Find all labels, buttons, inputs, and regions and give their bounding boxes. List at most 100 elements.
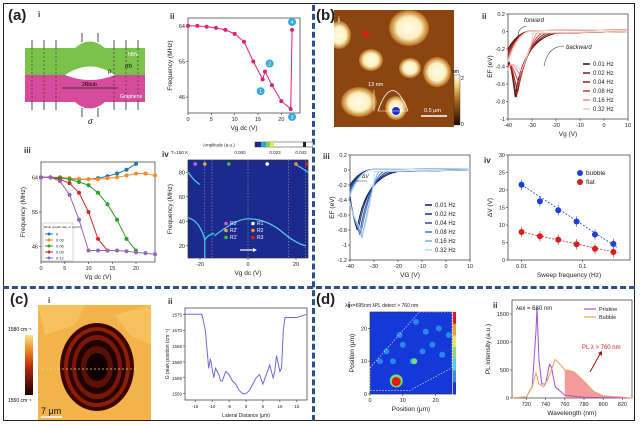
pl-spot	[399, 341, 406, 348]
legend-label: R3'	[230, 221, 237, 227]
sub-label-a-iv: iv	[162, 150, 169, 159]
legend-marker	[251, 228, 255, 233]
colorbar-min: 1550 cm⁻¹	[8, 398, 32, 404]
data-point	[115, 171, 119, 176]
panel-label-a: (a)	[8, 7, 27, 24]
colorbar-segment	[266, 142, 270, 147]
mode-marker	[193, 162, 197, 166]
colorbar-segment	[261, 142, 266, 147]
chart-a-iii: 0 5 10 15 20 46 55 64 Vg dc (V) Frequency (MHz) Rb…	[20, 161, 157, 280]
pl-spot	[376, 358, 383, 365]
y-tick-label: 15	[499, 206, 505, 212]
x-axis-label: Lateral Distance (μm)	[222, 413, 270, 419]
pl-annotation: PL λ > 760 nm	[582, 345, 621, 351]
y-tick-label: -1	[342, 243, 347, 249]
plot-area	[187, 17, 301, 114]
pl-spot	[389, 358, 396, 365]
colorbar-segment	[453, 358, 456, 372]
x-tick-label: 740	[541, 402, 550, 408]
data-point	[115, 175, 119, 180]
y-tick-label: 1500	[497, 312, 509, 318]
chart-b-iii: -40 -30 -20 -10 0 10 0.2 0 -0.2 -0.4 -0.6 -0.8 -1 -1.…	[329, 153, 473, 279]
colorbar-segment	[303, 142, 306, 147]
sub-label-c-ii: ii	[168, 297, 173, 306]
legend-label: R3	[257, 235, 264, 241]
data-point	[96, 177, 100, 182]
x-tick-label: 15	[109, 266, 115, 272]
x-tick-label: -30	[370, 264, 378, 270]
data-point	[270, 83, 274, 88]
data-point	[115, 248, 119, 253]
data-point	[124, 173, 129, 178]
data-point	[195, 23, 200, 28]
panel-label-b: (b)	[316, 7, 336, 24]
pl-spot	[422, 328, 429, 335]
mode-marker	[227, 162, 231, 166]
y-tick-label: -0.2	[338, 183, 347, 189]
legend-marker	[224, 221, 228, 226]
mode-marker	[265, 162, 269, 166]
x-tick-label: 5	[262, 404, 265, 409]
chart-a-ii: 0 5 10 15 20 46 55 64 Vg dc (V) Frequency (MHz) 1 2…	[167, 17, 301, 132]
colorbar-segment	[453, 382, 456, 395]
fit-line-flat	[521, 231, 619, 254]
x-tick-label: 760	[560, 402, 569, 408]
bubble-schematic: hBN Graphene ρ σh 2Rbub σ	[25, 33, 145, 125]
backward-sweep-0.16 Hz	[507, 31, 629, 77]
data-point	[134, 171, 138, 176]
x-tick-label: 5	[63, 266, 66, 272]
sub-label-b-iv: iv	[484, 156, 491, 165]
x-tick-label: -20	[394, 264, 402, 270]
radius-label: 2Rbub	[82, 82, 97, 88]
afm-image: 13 nm 0.5 μm i nm 20 0	[334, 10, 464, 127]
y-tick-label: 10	[361, 359, 367, 365]
y-tick-label: -0.4	[338, 198, 347, 204]
data-point	[105, 202, 110, 207]
chart-b-iv: 0.01 0.1 0 5 10 15 20 25 30 Sweep frequency (Hz) Δ…	[487, 153, 631, 279]
x-tick-label: 10	[625, 123, 631, 129]
y-tick-label: 0	[502, 258, 505, 264]
legend-marker	[251, 235, 255, 240]
y-tick-label: 25	[499, 171, 505, 177]
legend-label: 0.09	[56, 250, 65, 255]
backward-label: backward	[566, 45, 592, 51]
y-tick-label: 1565	[172, 344, 183, 349]
y-tick-label: 1555	[172, 376, 183, 381]
legend-label: R1'	[230, 235, 237, 241]
marker-badge-2	[265, 59, 274, 68]
data-point	[263, 69, 267, 74]
sigma-h-label: σh	[125, 64, 133, 70]
x-tick-label: -10	[209, 404, 216, 409]
x-axis-label: Vg dc (V)	[84, 274, 111, 280]
y-tick-label: 40	[179, 219, 185, 225]
backward-arrow	[543, 45, 565, 67]
spectrum-Pristine	[511, 307, 633, 399]
x-axis-label: VG (V)	[400, 272, 420, 279]
legend-label: Bubble	[599, 315, 616, 321]
x-tick-label: 0	[186, 117, 189, 123]
x-tick-label: 20	[278, 117, 284, 123]
y-tick-label: 46	[179, 95, 185, 101]
scale-label: 0.5 μm	[424, 108, 441, 114]
colorbar-segment	[270, 142, 274, 147]
divider-vertical	[312, 5, 315, 421]
y-tick-label: 10	[499, 223, 505, 229]
x-tick-label: 15	[294, 404, 300, 409]
x-tick-label: -20	[552, 123, 560, 129]
legend-label: 0.03	[56, 238, 65, 243]
x-tick-label: -30	[528, 123, 536, 129]
data-point	[573, 218, 580, 225]
concentric-rings	[60, 323, 134, 411]
x-tick-label: -10	[576, 123, 584, 129]
x-tick-label: 780	[579, 402, 588, 408]
legend-dot	[47, 238, 51, 242]
mode-branch	[204, 232, 215, 258]
y-tick-label: 30	[499, 153, 505, 159]
x-tick-label: 0.1	[579, 264, 587, 270]
y-tick-label: 1550	[172, 392, 183, 397]
sub-label-a-iii: iii	[24, 146, 31, 155]
data-point	[242, 39, 246, 44]
legend-dot	[47, 256, 51, 260]
pl-spot	[435, 325, 442, 332]
